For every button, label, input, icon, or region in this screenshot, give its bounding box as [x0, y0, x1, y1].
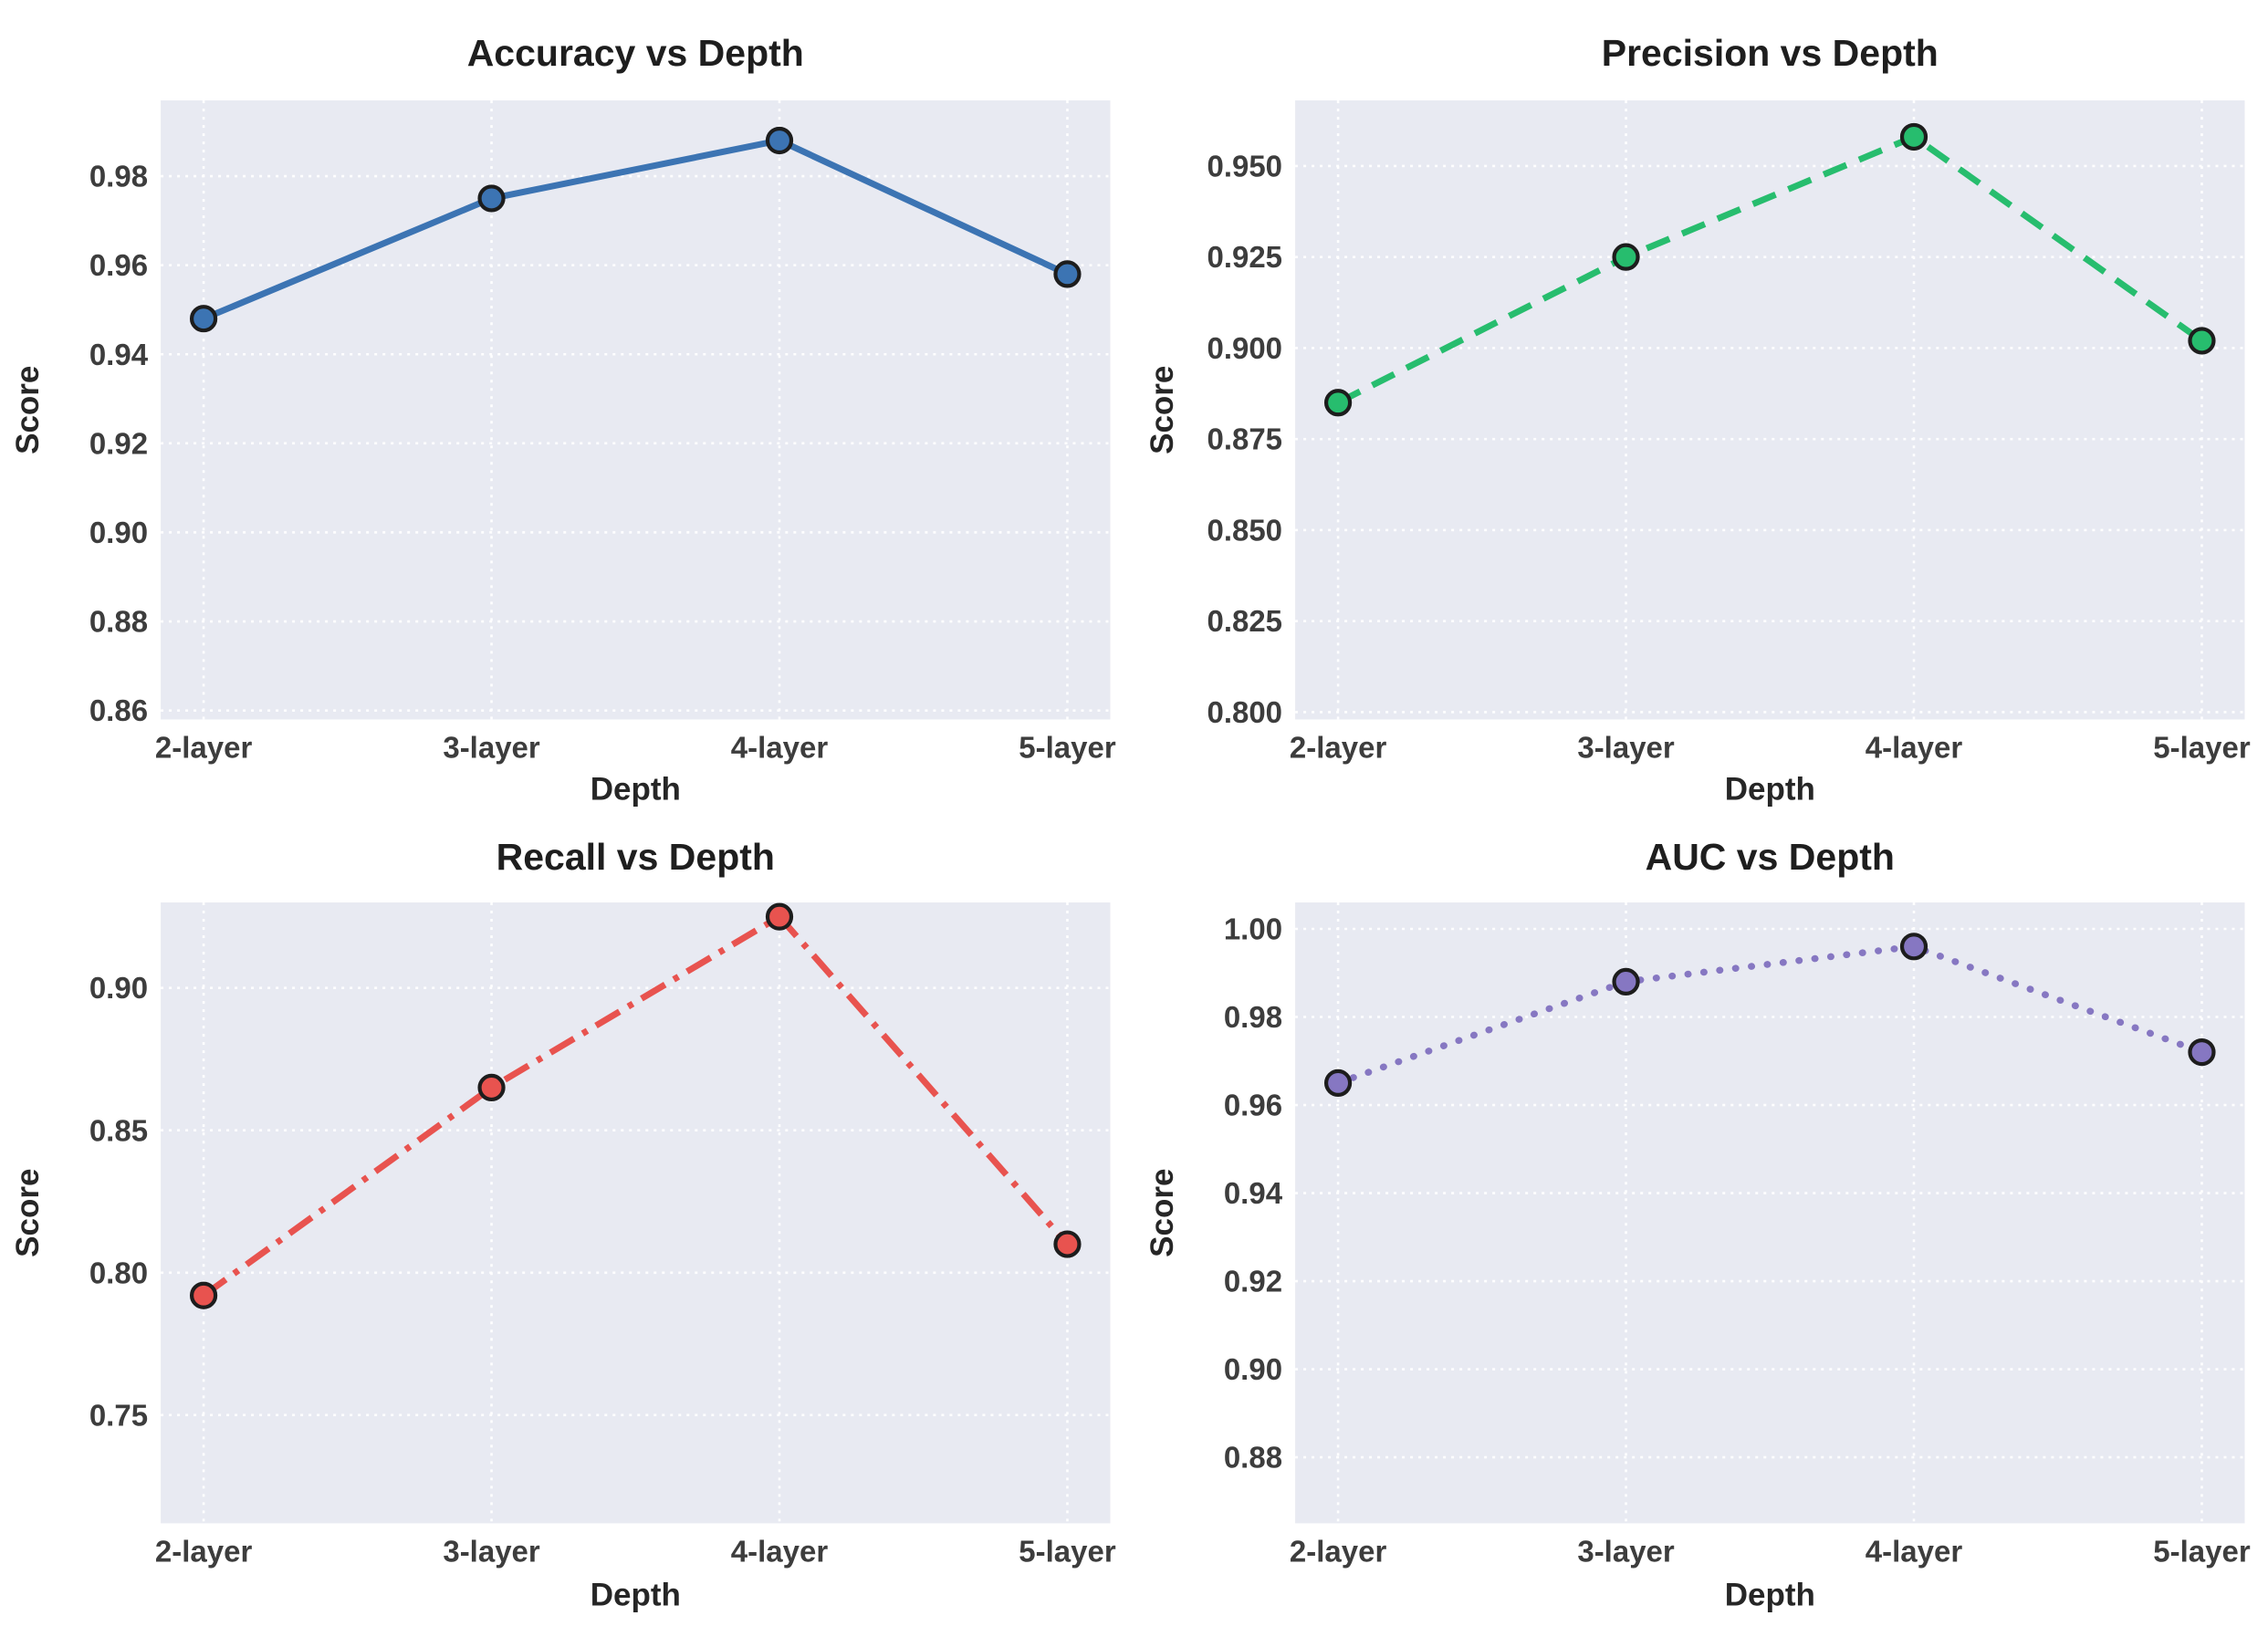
y-tick-label: 0.875: [1207, 422, 1282, 456]
y-tick-label: 0.94: [1223, 1176, 1282, 1210]
y-tick-label: 0.88: [89, 605, 148, 639]
y-tick-label: 0.96: [89, 248, 148, 282]
data-point-marker: [477, 1073, 506, 1101]
chart-auc-vs-depth: AUC vs Depth 0.88 0.90 0.92 0.94 0.96 0.98 1.00…: [1134, 824, 2268, 1647]
x-tick-label: 2-layer: [155, 730, 253, 764]
data-point-marker: [2187, 1037, 2216, 1066]
data-point-marker: [1053, 260, 1082, 288]
chart-title: AUC vs Depth: [1645, 836, 1894, 878]
x-tick-label: 2-layer: [155, 1534, 253, 1568]
accuracy-chart-canvas: Accuracy vs Depth 0.86 0.88 0.90 0.92 0.94 0.9…: [10, 32, 1116, 807]
y-tick-label: 0.98: [89, 160, 148, 193]
y-tick-label: 0.92: [89, 426, 148, 460]
x-axis-label: Depth: [591, 1577, 681, 1612]
auc-chart-canvas: AUC vs Depth 0.88 0.90 0.92 0.94 0.96 0.98 1.00…: [1144, 836, 2251, 1612]
y-tick-label: 0.85: [89, 1113, 148, 1147]
series-line-solid: [202, 137, 1069, 322]
y-tick-label: 0.90: [89, 516, 148, 549]
series-line-dashdot: [202, 912, 1071, 1298]
x-tick-label: 5-layer: [1019, 730, 1116, 764]
precision-chart-canvas: Precision vs Depth 0.800 0.825 0.850 0.875 0.…: [1144, 32, 2251, 807]
axes-background: [161, 902, 1111, 1523]
y-tick-label: 0.98: [1223, 1000, 1281, 1034]
data-point-marker: [189, 1281, 218, 1309]
data-point-marker: [1323, 389, 1352, 417]
chart-title: Accuracy vs Depth: [467, 32, 804, 74]
chart-precision-vs-depth: Precision vs Depth 0.800 0.825 0.850 0.875 0.…: [1134, 0, 2268, 824]
y-tick-label: 0.92: [1223, 1264, 1281, 1298]
data-point-marker: [765, 126, 794, 155]
y-tick-label: 0.88: [1223, 1440, 1281, 1474]
x-tick-label: 3-layer: [1577, 1534, 1675, 1568]
chart-accuracy-vs-depth: Accuracy vs Depth 0.86 0.88 0.90 0.92 0.94 0.9…: [0, 0, 1134, 824]
axes-background: [1294, 902, 2244, 1523]
series-line-dashed: [1336, 133, 2203, 406]
x-tick-label: 5-layer: [2153, 1534, 2251, 1568]
chart-title: Recall vs Depth: [496, 836, 775, 878]
y-tick-label: 1.00: [1223, 912, 1281, 945]
y-tick-label: 0.90: [89, 971, 148, 1005]
y-axis-label: Score: [10, 366, 46, 454]
recall-chart-canvas: Recall vs Depth 0.75 0.80 0.85 0.90 2-layer 3-…: [10, 836, 1116, 1612]
y-tick-label: 0.80: [89, 1256, 148, 1289]
x-tick-label: 4-layer: [731, 1534, 829, 1568]
y-tick-label: 0.925: [1207, 240, 1282, 274]
axes-background: [161, 100, 1111, 720]
x-axis-label: Depth: [1724, 771, 1814, 807]
data-point-marker: [189, 305, 218, 333]
data-point-marker: [765, 902, 794, 931]
y-axis-label: Score: [10, 1168, 46, 1256]
y-tick-label: 0.90: [1223, 1352, 1281, 1386]
y-axis-label: Score: [1144, 1168, 1180, 1256]
x-tick-label: 2-layer: [1289, 730, 1386, 764]
y-tick-label: 0.75: [89, 1398, 148, 1432]
chart-recall-vs-depth: Recall vs Depth 0.75 0.80 0.85 0.90 2-layer 3-…: [0, 824, 1134, 1647]
y-tick-label: 0.800: [1207, 695, 1282, 729]
y-axis-label: Score: [1144, 366, 1180, 454]
x-tick-label: 4-layer: [731, 730, 829, 764]
y-tick-label: 0.86: [89, 693, 148, 727]
data-point-marker: [1323, 1068, 1352, 1097]
data-point-marker: [1899, 932, 1928, 960]
data-point-marker: [1053, 1229, 1082, 1258]
x-tick-label: 4-layer: [1865, 1534, 1962, 1568]
data-point-marker: [477, 184, 506, 213]
x-tick-label: 2-layer: [1289, 1534, 1386, 1568]
y-tick-label: 0.825: [1207, 604, 1282, 638]
y-tick-label: 0.96: [1223, 1088, 1281, 1121]
x-tick-label: 3-layer: [443, 730, 540, 764]
y-tick-label: 0.900: [1207, 331, 1282, 365]
x-tick-label: 3-layer: [1577, 730, 1675, 764]
x-tick-label: 3-layer: [443, 1534, 540, 1568]
data-point-marker: [1611, 243, 1640, 271]
data-point-marker: [2187, 327, 2216, 355]
axes-background: [1294, 100, 2244, 720]
x-tick-label: 5-layer: [2153, 730, 2251, 764]
x-tick-label: 5-layer: [1019, 1534, 1116, 1568]
chart-title: Precision vs Depth: [1601, 32, 1938, 74]
data-point-marker: [1899, 122, 1928, 151]
x-axis-label: Depth: [1724, 1577, 1814, 1612]
y-tick-label: 0.94: [89, 338, 149, 371]
data-point-marker: [1611, 967, 1640, 995]
x-axis-label: Depth: [591, 771, 681, 807]
x-tick-label: 4-layer: [1865, 730, 1962, 764]
y-tick-label: 0.850: [1207, 513, 1282, 547]
y-tick-label: 0.950: [1207, 149, 1282, 182]
series-line-dotted: [1333, 942, 2205, 1087]
